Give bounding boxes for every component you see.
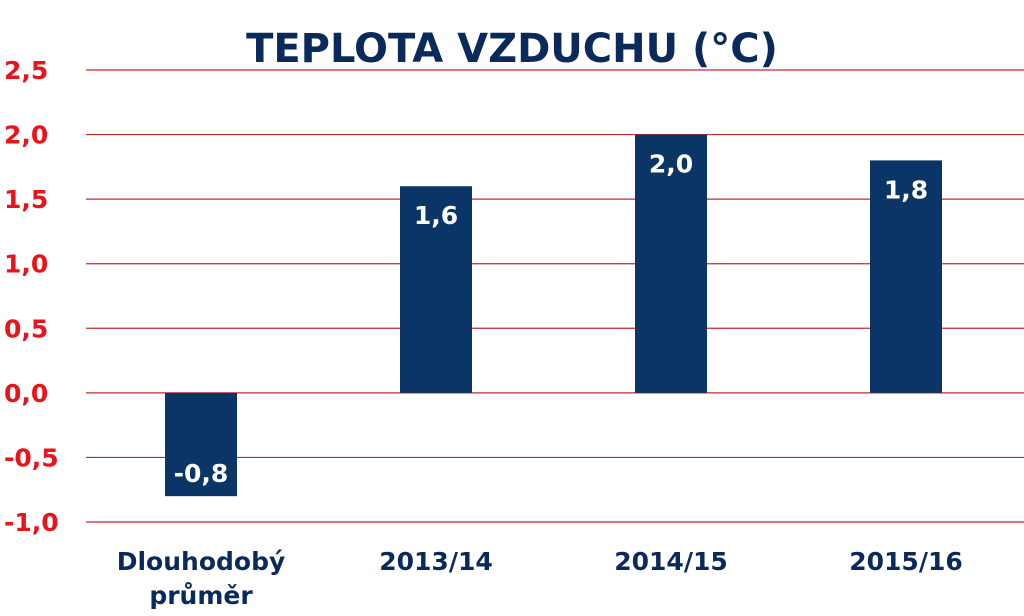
x-tick-label: 2013/14: [379, 547, 493, 576]
y-tick-label: 0,5: [4, 314, 48, 343]
data-label: 1,6: [414, 201, 458, 230]
bar: [870, 160, 942, 393]
grid-lines: [86, 69, 1024, 523]
y-tick-label: 0,0: [4, 379, 48, 408]
bars: [165, 134, 942, 497]
data-label: -0,8: [174, 459, 229, 488]
x-axis: Dlouhodobý průměr 2013/14 2014/15 2015/16: [117, 547, 963, 610]
x-tick-label: průměr: [149, 581, 253, 610]
data-label: 2,0: [649, 150, 693, 179]
bar: [165, 392, 237, 497]
y-tick-label: 1,0: [4, 250, 48, 279]
y-tick-label: 2,0: [4, 121, 48, 150]
chart-title: TEPLOTA VZDUCHU (°C): [246, 26, 778, 72]
data-label: 1,8: [884, 175, 928, 204]
y-tick-label: 1,5: [4, 185, 48, 214]
y-axis: 2,5 2,0 1,5 1,0 0,5 0,0 -0,5 -1,0: [4, 56, 59, 537]
y-tick-label: -1,0: [4, 508, 59, 537]
data-labels: -0,8 1,6 2,0 1,8: [174, 150, 928, 489]
x-tick-label: 2015/16: [849, 547, 963, 576]
x-tick-label: 2014/15: [614, 547, 728, 576]
bar: [400, 186, 472, 393]
y-tick-label: -0,5: [4, 443, 59, 472]
y-tick-label: 2,5: [4, 56, 48, 85]
x-tick-label: Dlouhodobý: [117, 547, 286, 576]
bar: [635, 134, 707, 393]
